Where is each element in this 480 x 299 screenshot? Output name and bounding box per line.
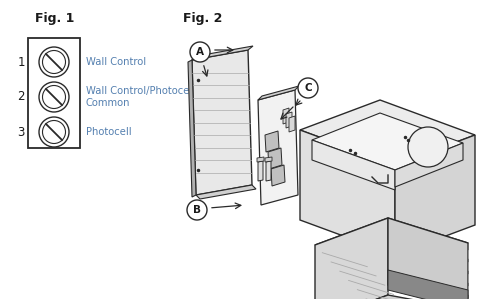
Circle shape [39,82,69,112]
Bar [28,38,80,148]
Polygon shape [300,130,395,255]
Polygon shape [312,113,463,170]
Polygon shape [300,100,475,165]
Polygon shape [286,112,292,128]
Circle shape [43,86,65,109]
Circle shape [43,51,65,74]
Polygon shape [257,157,264,162]
Polygon shape [283,108,289,124]
Polygon shape [395,143,463,187]
Text: Fig. 1: Fig. 1 [35,12,74,25]
Text: C: C [304,83,312,93]
Circle shape [408,127,448,167]
Polygon shape [388,270,468,299]
Polygon shape [315,295,468,299]
Polygon shape [265,157,272,162]
Polygon shape [258,90,298,205]
Polygon shape [196,185,256,199]
Polygon shape [192,50,252,195]
Circle shape [39,47,69,77]
Polygon shape [258,86,299,100]
Polygon shape [266,161,271,181]
Polygon shape [265,131,279,152]
Polygon shape [388,218,468,299]
Polygon shape [315,218,468,270]
Circle shape [298,78,318,98]
Text: Photocell: Photocell [86,127,132,137]
Text: Wall Control/Photocell
Common: Wall Control/Photocell Common [86,86,195,109]
Text: A: A [196,47,204,57]
Polygon shape [258,161,263,181]
Text: 2: 2 [17,91,25,103]
Polygon shape [188,60,196,197]
Polygon shape [268,148,282,169]
Polygon shape [271,165,285,186]
Circle shape [187,200,207,220]
Polygon shape [312,140,395,190]
Polygon shape [192,46,253,60]
Text: 3: 3 [17,126,24,138]
Polygon shape [315,218,388,299]
Circle shape [43,120,65,144]
Text: Wall Control: Wall Control [86,57,146,67]
Circle shape [39,117,69,147]
Polygon shape [289,116,295,132]
Polygon shape [395,135,475,255]
Text: Fig. 2: Fig. 2 [183,12,222,25]
Text: 1: 1 [17,56,25,68]
Text: B: B [193,205,201,215]
Circle shape [190,42,210,62]
